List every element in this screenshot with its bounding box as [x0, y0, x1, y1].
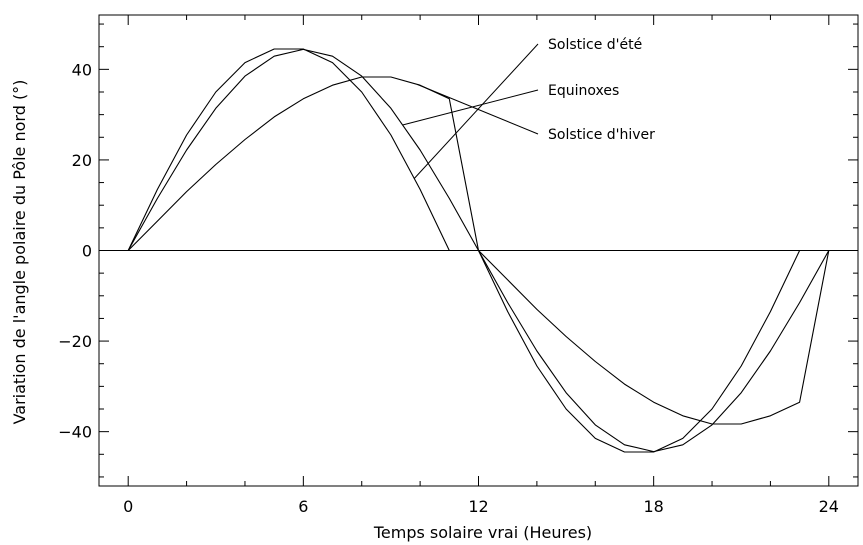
annotation-leader	[413, 43, 539, 179]
x-tick-label: 18	[643, 497, 663, 516]
x-axis-label: Temps solaire vrai (Heures)	[373, 523, 592, 542]
series-line-2	[127, 76, 830, 425]
x-tick-label: 6	[298, 497, 308, 516]
axes: 0 6 12 18 24 −40 −20 0 20 40	[58, 14, 859, 516]
y-tick-label: 40	[72, 60, 92, 79]
series-group	[127, 48, 830, 453]
annotation-label: Solstice d'hiver	[548, 127, 655, 143]
annotations: Solstice d'été Equinoxes Solstice d'hiver	[402, 37, 655, 179]
y-tick-label: 0	[82, 242, 92, 261]
y-axis-label: Variation de l'angle polaire du Pôle nor…	[10, 80, 29, 425]
y-tick-label: 20	[72, 151, 92, 170]
x-tick-label: 24	[819, 497, 839, 516]
x-tick-label: 12	[468, 497, 488, 516]
y-tick-label: −40	[58, 423, 92, 442]
annotation-label: Solstice d'été	[548, 37, 642, 53]
y-tick-label: −20	[58, 332, 92, 351]
annotation-leader	[417, 83, 539, 135]
annotation-label: Equinoxes	[548, 83, 619, 99]
annotation-leader	[402, 89, 539, 126]
x-tick-label: 0	[123, 497, 133, 516]
